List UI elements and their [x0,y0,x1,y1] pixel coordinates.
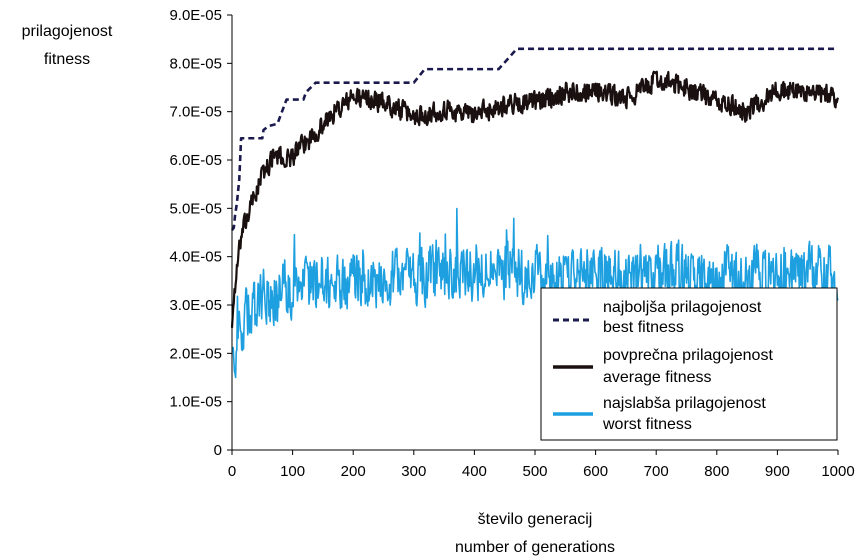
x-tick-label: 700 [644,463,669,480]
legend-label-worst-line-2: worst fitness [602,416,692,433]
y-tick-label: 9.0E-05 [169,7,222,24]
x-tick-label: 100 [280,463,305,480]
y-axis-ticks: 0 1.0E-05 2.0E-05 3.0E-05 4.0E-05 5.0E-05 6.0E… [169,7,232,459]
y-axis-title-line-2: fitness [44,51,90,68]
axes [231,15,838,451]
y-tick-label: 3.0E-05 [169,297,222,314]
x-axis-ticks: 0 100 200 300 400 500 600 700 800 900 1000 [228,450,855,480]
y-tick-label: 0 [214,442,222,459]
y-axis-title: prilagojenost fitness [22,23,113,68]
x-tick-label: 200 [341,463,366,480]
x-tick-label: 900 [765,463,790,480]
x-tick-label: 1000 [821,463,854,480]
y-tick-label: 2.0E-05 [169,345,222,362]
x-axis-title-line-1: število generacij [478,511,593,528]
x-tick-label: 800 [704,463,729,480]
legend: najboljša prilagojenost best fitness pov… [540,287,838,441]
legend-label-average-line-2: average fitness [603,369,712,386]
legend-label-average-line-1: povprečna prilagojenost [603,347,773,364]
y-tick-label: 5.0E-05 [169,200,222,217]
legend-label-best-line-2: best fitness [603,319,684,336]
y-axis-title-line-1: prilagojenost [22,23,113,40]
x-tick-label: 0 [228,463,236,480]
series-best-fitness [230,47,838,231]
x-tick-label: 400 [462,463,487,480]
x-axis-title: število generacij number of generations [455,511,615,556]
x-tick-label: 500 [522,463,547,480]
y-tick-label: 7.0E-05 [169,104,222,121]
legend-label-best-line-1: najboljša prilagojenost [603,299,762,316]
x-axis-title-line-2: number of generations [455,539,615,556]
y-tick-label: 1.0E-05 [169,394,222,411]
y-tick-label: 4.0E-05 [169,249,222,266]
series-average-fitness [230,70,840,328]
x-tick-label: 300 [401,463,426,480]
legend-label-worst-line-1: najslabša prilagojenost [603,395,766,412]
y-tick-label: 6.0E-05 [169,152,222,169]
y-tick-label: 8.0E-05 [169,55,222,72]
x-tick-label: 600 [583,463,608,480]
